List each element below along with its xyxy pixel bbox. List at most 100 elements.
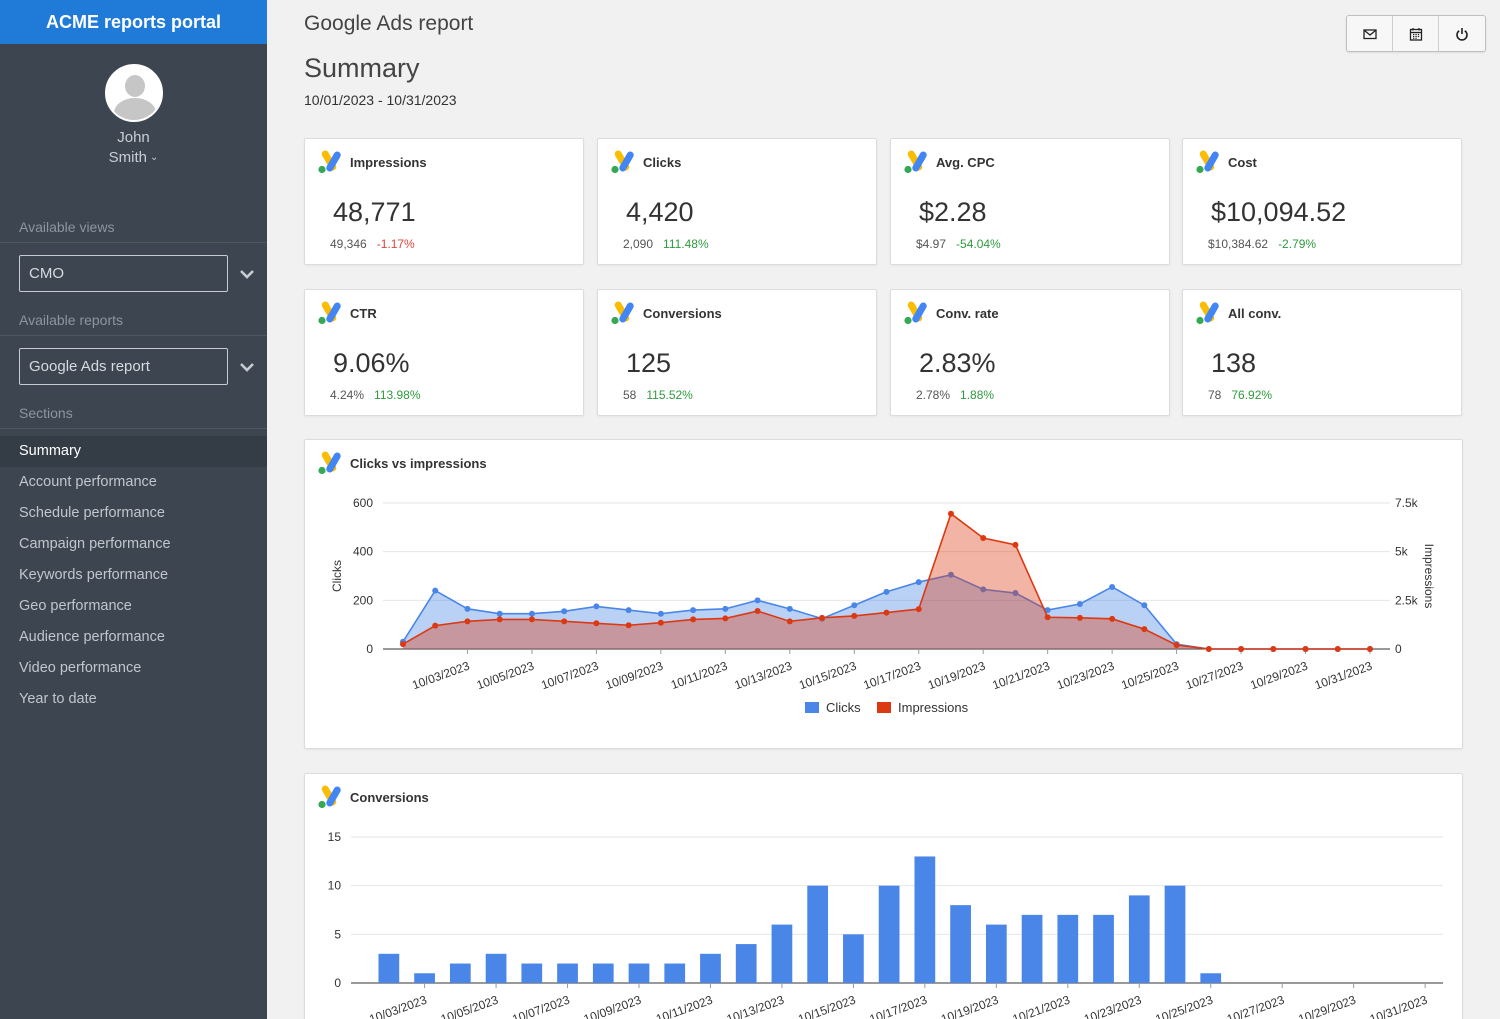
data-point-impressions[interactable] (915, 606, 922, 613)
chevron-down-icon[interactable]: ⌄ (149, 152, 159, 163)
data-point-clicks[interactable] (432, 587, 439, 594)
data-point-clicks[interactable] (657, 610, 664, 617)
data-point-impressions[interactable] (980, 535, 987, 542)
bar[interactable] (628, 963, 650, 983)
data-point-clicks[interactable] (915, 579, 922, 586)
report-select[interactable]: Google Ads report (0, 348, 267, 385)
chevron-down-icon[interactable] (228, 269, 266, 279)
bar[interactable] (521, 963, 543, 983)
data-point-impressions[interactable] (690, 616, 697, 623)
data-point-impressions[interactable] (851, 612, 858, 619)
data-point-impressions[interactable] (1334, 646, 1341, 652)
data-point-impressions[interactable] (786, 618, 793, 625)
data-point-clicks[interactable] (883, 588, 890, 595)
nav-item-summary[interactable]: Summary (0, 436, 267, 467)
data-point-impressions[interactable] (1302, 646, 1309, 652)
nav-item-video-performance[interactable]: Video performance (19, 660, 142, 676)
bar[interactable] (1164, 885, 1186, 983)
bar[interactable] (950, 905, 971, 983)
bar[interactable] (1021, 914, 1043, 983)
data-point-impressions[interactable] (625, 622, 632, 629)
bar[interactable] (1057, 914, 1079, 983)
data-point-impressions[interactable] (657, 619, 664, 626)
bar[interactable] (1200, 973, 1222, 983)
data-point-impressions[interactable] (528, 616, 535, 623)
data-point-impressions[interactable] (883, 609, 890, 616)
nav-item-schedule-performance[interactable]: Schedule performance (19, 505, 165, 521)
data-point-impressions[interactable] (1173, 642, 1180, 649)
data-point-clicks[interactable] (593, 603, 600, 610)
data-point-clicks[interactable] (754, 597, 761, 604)
data-point-impressions[interactable] (754, 608, 761, 615)
report-select-value[interactable]: Google Ads report (19, 348, 228, 385)
data-point-impressions[interactable] (1205, 646, 1212, 652)
data-point-clicks[interactable] (496, 610, 503, 617)
bar[interactable] (985, 924, 1007, 983)
data-point-impressions[interactable] (1270, 646, 1277, 652)
data-point-impressions[interactable] (1076, 614, 1083, 621)
data-point-impressions[interactable] (400, 641, 406, 648)
logout-button[interactable] (1439, 16, 1485, 51)
data-point-impressions[interactable] (1238, 646, 1245, 652)
data-point-impressions[interactable] (819, 614, 826, 621)
data-point-clicks[interactable] (1012, 590, 1019, 597)
bar[interactable] (414, 973, 435, 983)
bar[interactable] (807, 885, 829, 983)
data-point-clicks[interactable] (1044, 607, 1051, 614)
nav-item-geo-performance[interactable]: Geo performance (19, 598, 132, 614)
data-point-impressions[interactable] (1044, 614, 1051, 621)
bar[interactable] (843, 934, 864, 983)
email-button[interactable] (1347, 16, 1393, 51)
bar[interactable] (592, 963, 614, 983)
legend-swatch[interactable] (877, 702, 891, 713)
data-point-clicks[interactable] (722, 605, 729, 612)
data-point-impressions[interactable] (432, 622, 439, 629)
bar[interactable] (485, 953, 507, 983)
view-select-value[interactable]: CMO (19, 255, 228, 292)
data-point-impressions[interactable] (1012, 541, 1019, 548)
bar[interactable] (1093, 914, 1114, 983)
data-point-impressions[interactable] (464, 618, 471, 625)
data-point-clicks[interactable] (851, 602, 858, 609)
data-point-clicks[interactable] (690, 607, 697, 614)
bar[interactable] (449, 963, 471, 983)
data-point-clicks[interactable] (625, 607, 632, 614)
user-profile[interactable]: John Smith ⌄ (0, 44, 267, 219)
bar[interactable] (914, 856, 936, 983)
data-point-impressions[interactable] (593, 620, 600, 627)
data-point-clicks[interactable] (528, 610, 535, 617)
brand-title[interactable]: ACME reports portal (0, 0, 267, 44)
data-point-clicks[interactable] (1141, 602, 1148, 609)
legend-label[interactable]: Impressions (898, 700, 969, 715)
bar[interactable] (378, 953, 400, 983)
data-point-impressions[interactable] (947, 510, 954, 517)
view-select[interactable]: CMO (0, 255, 267, 292)
data-point-impressions[interactable] (722, 615, 729, 622)
nav-item-keywords-performance[interactable]: Keywords performance (19, 567, 169, 583)
nav-item-year-to-date[interactable]: Year to date (19, 691, 97, 707)
data-point-impressions[interactable] (1367, 646, 1373, 652)
data-point-clicks[interactable] (561, 608, 568, 615)
bar[interactable] (557, 963, 578, 983)
chevron-down-icon[interactable] (228, 362, 266, 372)
data-point-clicks[interactable] (980, 586, 987, 593)
data-point-clicks[interactable] (947, 571, 954, 578)
data-point-impressions[interactable] (1141, 626, 1148, 633)
legend-swatch[interactable] (805, 702, 819, 713)
nav-item-account-performance[interactable]: Account performance (19, 474, 157, 490)
legend-label[interactable]: Clicks (826, 700, 861, 715)
data-point-impressions[interactable] (1109, 615, 1116, 622)
data-point-impressions[interactable] (561, 618, 568, 625)
data-point-clicks[interactable] (464, 605, 471, 612)
data-point-impressions[interactable] (496, 616, 503, 623)
bar[interactable] (878, 885, 900, 983)
bar[interactable] (664, 963, 686, 983)
bar[interactable] (771, 924, 793, 983)
data-point-clicks[interactable] (1109, 583, 1116, 590)
nav-item-campaign-performance[interactable]: Campaign performance (19, 536, 171, 552)
bar[interactable] (700, 953, 721, 983)
nav-item-audience-performance[interactable]: Audience performance (19, 629, 165, 645)
data-point-clicks[interactable] (1076, 600, 1083, 607)
data-point-clicks[interactable] (786, 605, 793, 612)
bar[interactable] (735, 944, 757, 983)
